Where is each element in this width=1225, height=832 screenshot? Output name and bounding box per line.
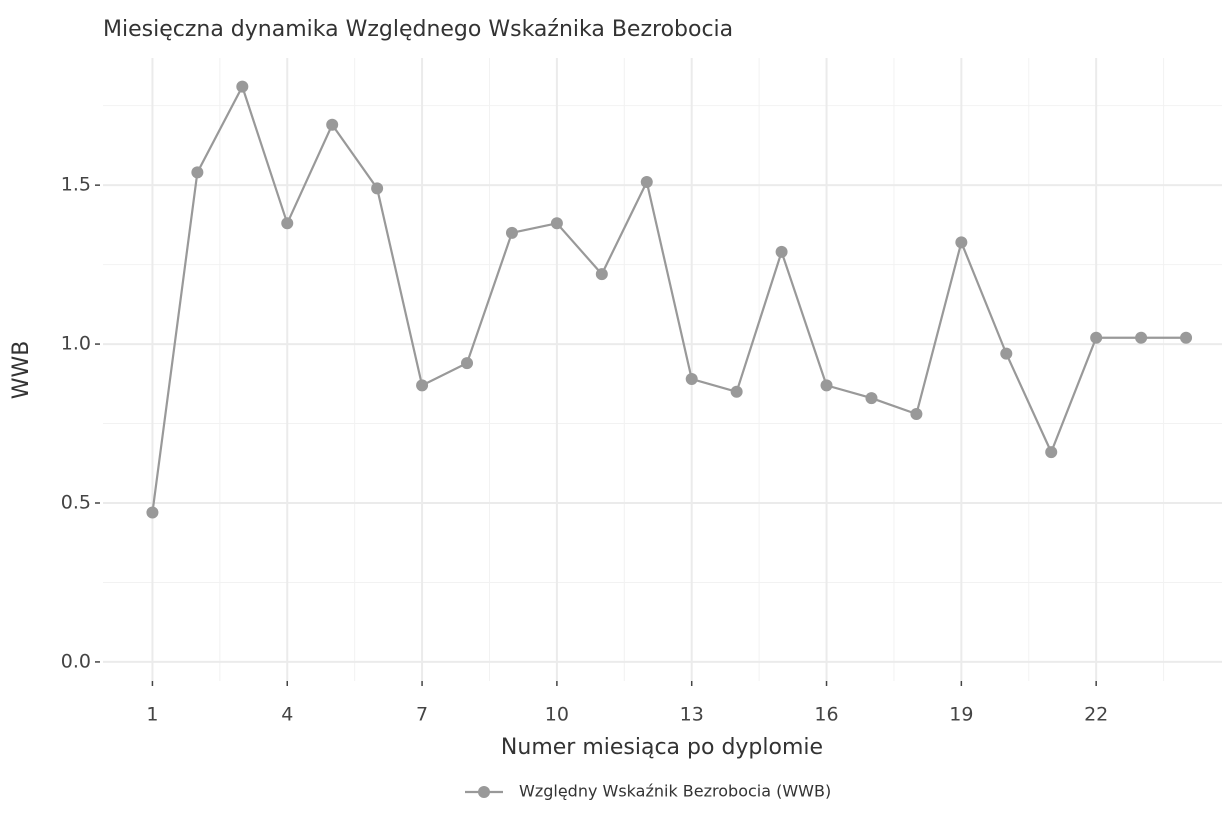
x-tick-label: 7 xyxy=(416,704,428,726)
point xyxy=(595,268,608,281)
line xyxy=(151,83,1187,513)
x-tick-label: 13 xyxy=(680,704,704,726)
x-tick-label: 19 xyxy=(949,704,973,726)
y-axis-label: WWB xyxy=(9,341,34,400)
y-tick-label: 0.5 xyxy=(61,492,91,514)
point xyxy=(1000,347,1013,360)
x-axis-label: Numer miesiąca po dyplomie xyxy=(501,735,823,760)
point xyxy=(865,392,878,405)
legend-point xyxy=(478,786,490,798)
x-tick-label: 10 xyxy=(545,704,569,726)
point xyxy=(371,182,384,195)
point xyxy=(1180,331,1193,344)
point xyxy=(1135,331,1148,344)
point xyxy=(1045,446,1058,459)
x-tick-label: 16 xyxy=(814,704,838,726)
chart-title: Miesięczna dynamika Względnego Wskaźnika… xyxy=(103,17,733,42)
point xyxy=(685,373,698,386)
point xyxy=(910,408,923,420)
point xyxy=(955,236,968,249)
point xyxy=(730,385,743,398)
legend-label: Względny Wskaźnik Bezrobocia (WWB) xyxy=(519,782,831,801)
x-tick-label: 22 xyxy=(1084,704,1108,726)
point xyxy=(146,506,159,519)
point xyxy=(281,217,294,230)
point xyxy=(505,226,518,239)
point xyxy=(461,357,474,370)
point xyxy=(416,379,429,392)
point xyxy=(820,379,833,392)
point xyxy=(191,166,204,179)
y-tick-label: 1.0 xyxy=(61,333,91,355)
y-tick-label: 0.0 xyxy=(61,650,91,672)
x-tick-label: 1 xyxy=(146,704,158,726)
x-tick-label: 4 xyxy=(281,704,293,726)
point xyxy=(236,80,249,93)
point xyxy=(1090,331,1103,344)
point xyxy=(550,217,563,230)
point xyxy=(775,245,788,258)
y-tick-label: 1.5 xyxy=(61,174,91,196)
point xyxy=(640,175,653,188)
point xyxy=(326,118,339,131)
